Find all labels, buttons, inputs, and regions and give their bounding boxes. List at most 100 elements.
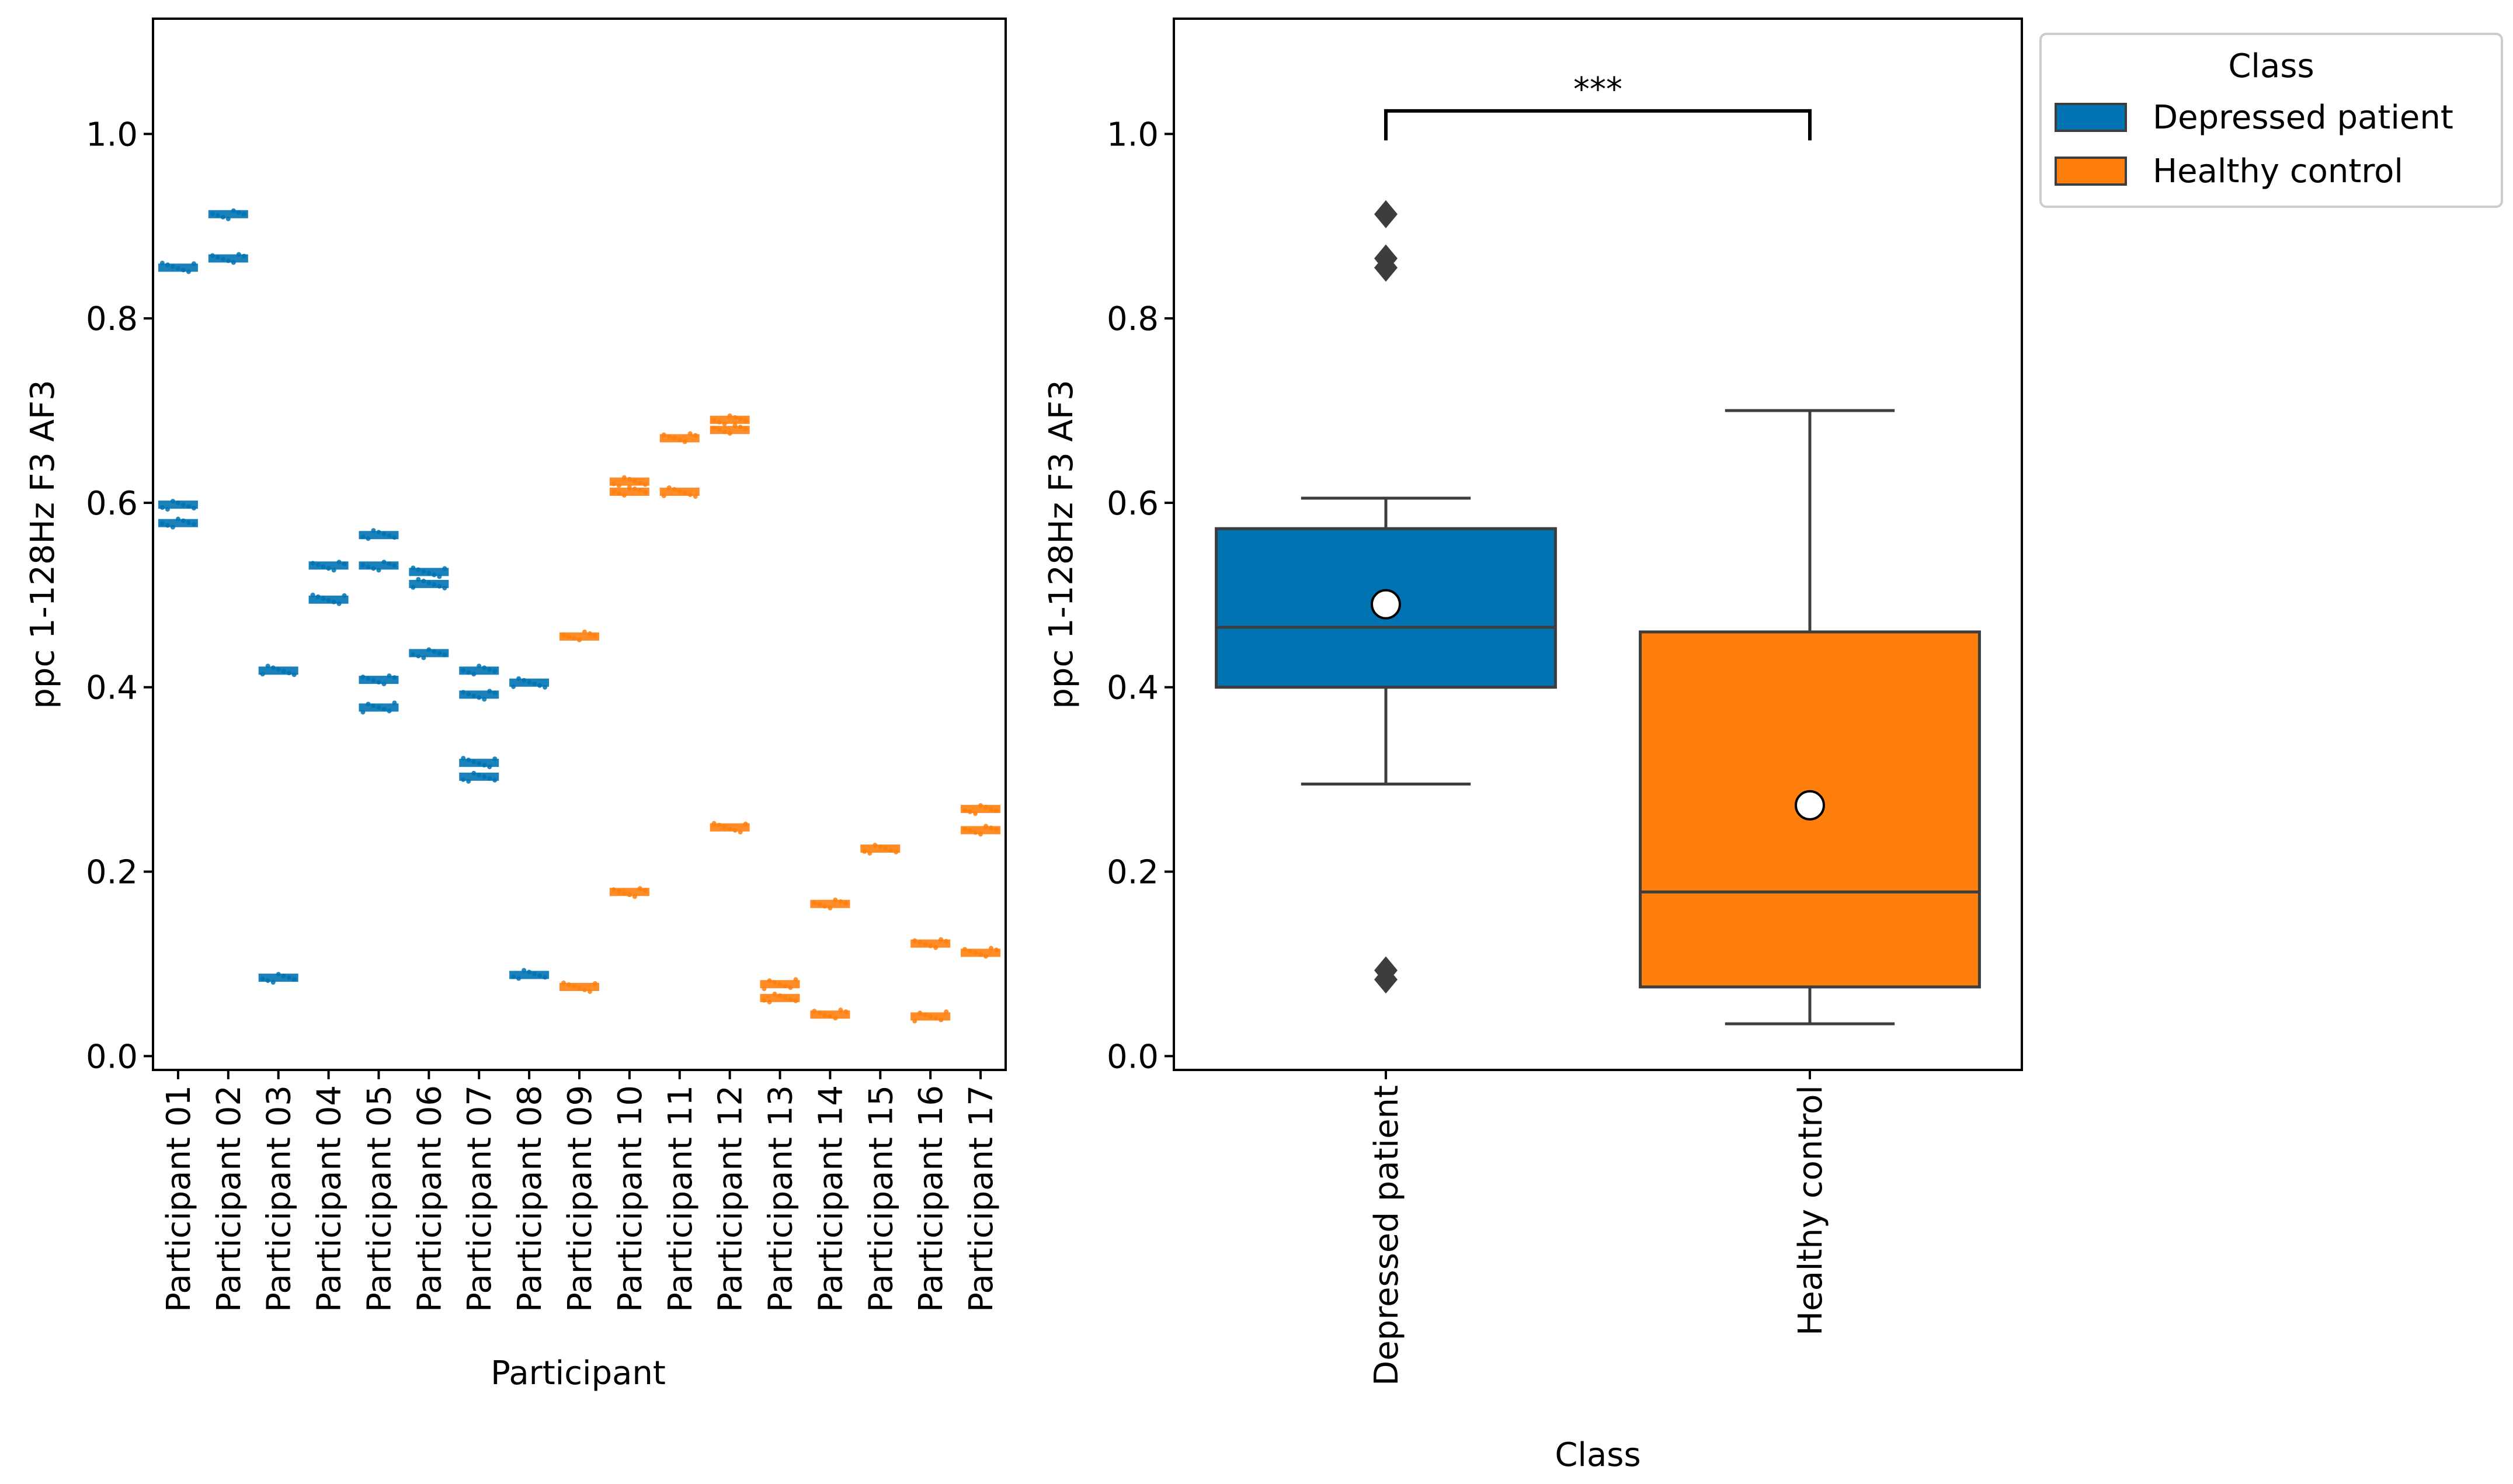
cluster-point [310, 592, 315, 597]
participant-cluster [208, 252, 248, 265]
cluster-point [286, 975, 291, 981]
cluster-point [461, 690, 466, 695]
cluster-point [342, 593, 347, 598]
cluster-point [717, 419, 722, 425]
cluster-point [215, 255, 220, 260]
cluster-point [180, 267, 186, 273]
cluster-point [482, 665, 487, 670]
cluster-point [989, 946, 994, 951]
cluster-point [376, 680, 381, 685]
participant-cluster [359, 528, 399, 541]
cluster-point [159, 505, 165, 510]
cluster-point [862, 849, 867, 854]
cluster-point [170, 524, 175, 530]
cluster-point [487, 764, 492, 770]
cluster-point [621, 891, 627, 896]
cluster-point [360, 675, 366, 680]
cluster-point [392, 700, 397, 705]
left-x-tick-label: Participant 15 [862, 1085, 900, 1312]
cluster-point [326, 566, 331, 571]
cluster-point [582, 629, 587, 634]
participant-cluster [359, 673, 399, 687]
cluster-point [175, 516, 180, 522]
cluster-point [276, 667, 281, 672]
cluster-point [772, 991, 777, 996]
cluster-point [342, 561, 347, 567]
cluster-point [682, 491, 687, 495]
participant-cluster [559, 980, 599, 994]
left-y-axis-label: ppc 1-128Hz F3 AF3 [24, 380, 62, 709]
cluster-point [783, 995, 788, 1000]
cluster-point [321, 596, 326, 601]
participant-cluster [158, 516, 198, 530]
participant-cluster [208, 208, 248, 221]
cluster-point [241, 253, 246, 259]
left-x-tick-label: Participant 07 [461, 1085, 499, 1312]
cluster-point [421, 578, 426, 583]
cluster-point [944, 939, 949, 944]
cluster-point [159, 260, 165, 266]
cluster-point [843, 901, 849, 906]
cluster-point [482, 697, 487, 702]
cluster-point [392, 535, 397, 540]
cluster-point [968, 948, 973, 954]
participant-cluster [409, 576, 449, 590]
cluster-point [336, 559, 342, 565]
cluster-point [817, 902, 822, 907]
cluster-point [962, 947, 968, 952]
cluster-point [260, 976, 265, 982]
cluster-point [165, 523, 170, 528]
cluster-point [793, 977, 798, 982]
left-x-axis-label: Participant [491, 1354, 666, 1392]
cluster-point [527, 969, 532, 975]
cluster-point [482, 774, 487, 779]
cluster-point [392, 675, 397, 680]
cluster-point [666, 434, 672, 439]
cluster-point [621, 493, 627, 498]
right-y-tick-label: 0.6 [1107, 485, 1159, 523]
cluster-point [616, 491, 621, 496]
cluster-point [532, 681, 537, 686]
cluster-point [577, 985, 582, 991]
cluster-point [186, 504, 191, 509]
cluster-point [632, 894, 637, 899]
left-y-tick-label: 0.6 [86, 485, 138, 523]
left-y-tick-label: 0.4 [86, 669, 138, 707]
participant-cluster [459, 663, 499, 677]
participant-cluster [659, 485, 700, 499]
cluster-point [537, 973, 543, 978]
cluster-point [973, 830, 978, 835]
cluster-point [727, 413, 732, 418]
cluster-point [321, 564, 326, 569]
left-x-axis: Participant 01 Participant 02 Participant … [160, 1070, 1000, 1312]
cluster-point [315, 594, 321, 599]
cluster-point [543, 684, 548, 690]
cluster-point [461, 668, 466, 673]
cluster-point [923, 1012, 928, 1017]
cluster-point [331, 599, 336, 604]
cluster-point [933, 945, 939, 950]
cluster-point [260, 672, 265, 677]
cluster-point [637, 488, 642, 493]
participant-cluster [308, 592, 349, 606]
cluster-point [366, 676, 371, 682]
cluster-point [923, 941, 928, 947]
cluster-point [994, 808, 999, 814]
participant-cluster [308, 559, 349, 573]
right-marks [1215, 109, 1981, 1026]
cluster-point [762, 986, 767, 992]
cluster-point [722, 421, 727, 426]
legend-swatch-depressed [2055, 103, 2127, 132]
cluster-point [360, 710, 366, 715]
cluster-point [822, 1012, 828, 1017]
cluster-point [833, 1016, 838, 1021]
participant-cluster [910, 937, 951, 950]
cluster-point [492, 756, 498, 762]
cluster-point [687, 492, 693, 497]
cluster-point [236, 252, 241, 257]
cluster-point [225, 216, 231, 221]
cluster-point [487, 776, 492, 781]
cluster-point [461, 777, 466, 782]
cluster-point [588, 631, 592, 636]
